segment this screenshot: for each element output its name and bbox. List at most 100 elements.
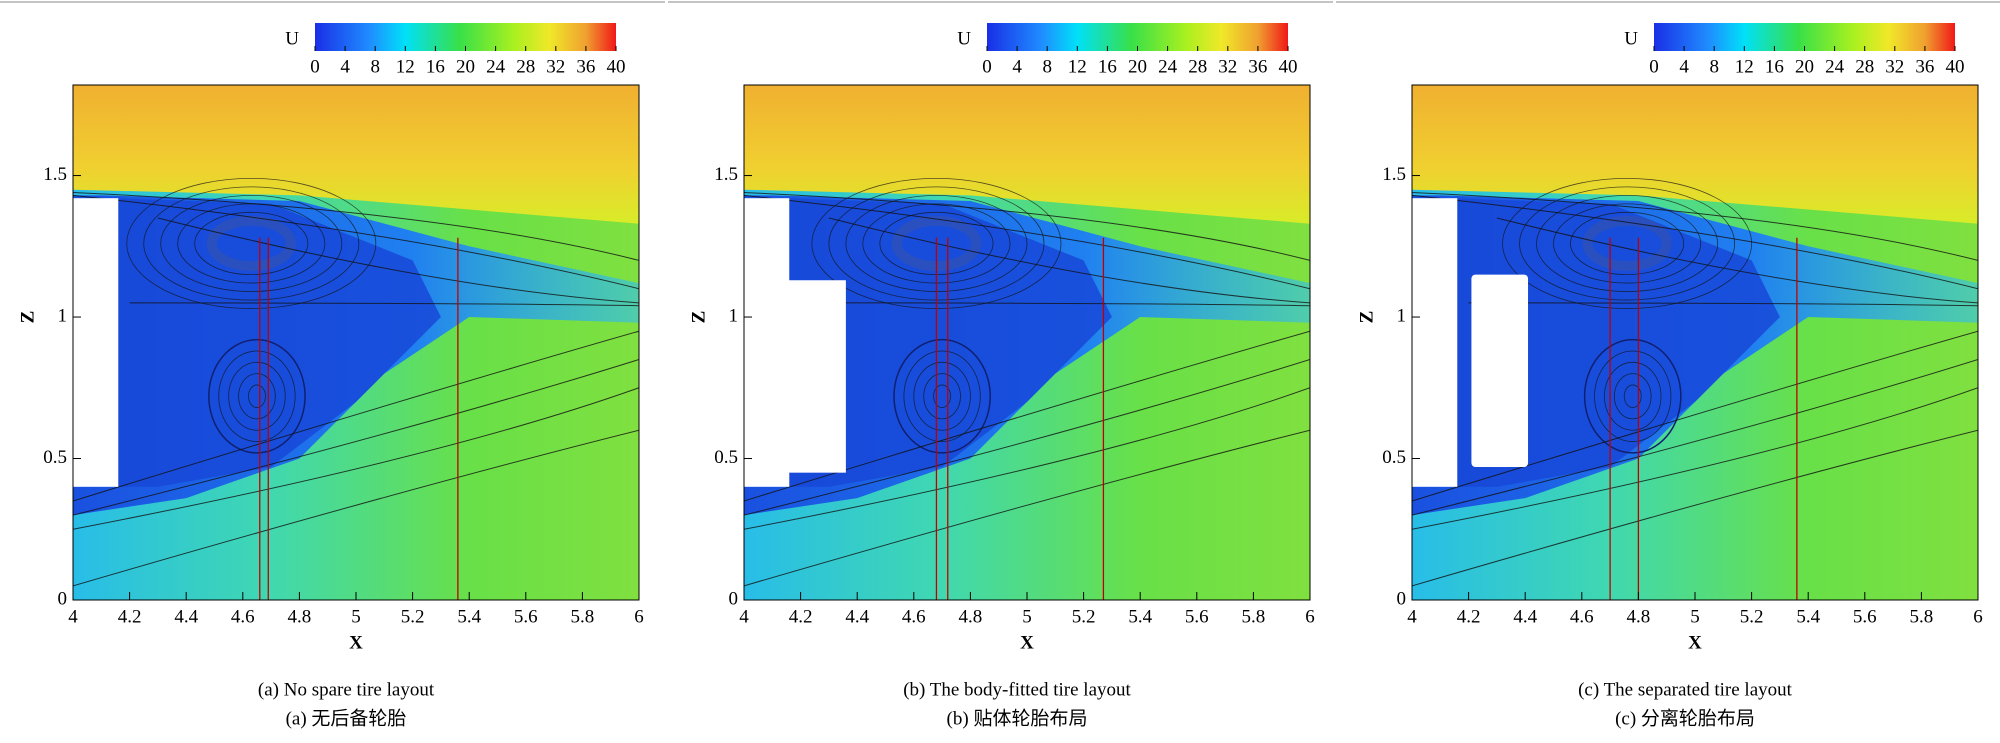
streamline — [1412, 192, 1978, 261]
x-tick-label: 5.2 — [1740, 606, 1764, 627]
streamline — [73, 194, 639, 290]
streamline — [1519, 186, 1736, 301]
colorbar-tick-label: 20 — [1795, 56, 1814, 77]
streamline — [1496, 217, 1978, 304]
streamline — [73, 359, 639, 516]
colorbar-tick-label: 32 — [1218, 56, 1237, 77]
caption: (b) The body-fitted tire layout — [903, 679, 1131, 700]
y-tick-label: 0.5 — [1382, 447, 1406, 468]
caption-chinese: (c) 分离轮胎布局 — [1615, 707, 1755, 729]
colorbar-label: U — [285, 28, 299, 49]
y-axis-label: Z — [1356, 311, 1377, 324]
streamline — [73, 429, 639, 587]
streamline — [129, 302, 639, 307]
x-tick-label: 5.4 — [457, 606, 481, 627]
y-tick-label: 0 — [729, 588, 739, 609]
y-tick-label: 0 — [1397, 588, 1407, 609]
x-tick-label: 5.6 — [514, 606, 538, 627]
y-tick-label: 1 — [729, 305, 739, 326]
colorbar-tick-label: 12 — [1068, 56, 1087, 77]
streamline — [1412, 359, 1978, 516]
colorbar-tick-label: 16 — [1098, 56, 1117, 77]
streamline — [73, 330, 639, 502]
streamline — [238, 373, 276, 420]
x-tick-label: 5.6 — [1185, 606, 1209, 627]
streamline — [1468, 302, 1978, 307]
x-tick-label: 4 — [1407, 606, 1417, 627]
streamline — [177, 203, 326, 284]
colorbar-tick-label: 28 — [516, 56, 535, 77]
x-tick-label: 4.4 — [845, 606, 869, 627]
streamline — [800, 302, 1310, 307]
colorbar-tick-label: 0 — [310, 56, 320, 77]
colorbar-tick-label: 36 — [1915, 56, 1934, 77]
colorbar-tick-label: 0 — [1649, 56, 1659, 77]
x-tick-label: 4.4 — [174, 606, 198, 627]
streamline — [160, 194, 343, 292]
x-axis-label: X — [1020, 632, 1034, 653]
streamline — [1553, 203, 1702, 284]
streamline — [913, 361, 971, 431]
streamline — [1536, 194, 1719, 292]
free-stream-region — [73, 85, 639, 224]
x-tick-label: 5 — [1690, 606, 1700, 627]
spare-tire — [744, 280, 846, 473]
x-tick-label: 4.6 — [1570, 606, 1594, 627]
free-stream-region — [1412, 85, 1978, 224]
colorbar-tick-label: 40 — [1279, 56, 1298, 77]
colorbar-tick-label: 20 — [456, 56, 475, 77]
caption: (c) The separated tire layout — [1578, 679, 1793, 700]
lower-vortex — [893, 338, 991, 454]
colorbar-tick-label: 4 — [1012, 56, 1022, 77]
streamline — [1412, 194, 1978, 290]
streamline — [1604, 361, 1662, 431]
streamline — [744, 194, 1310, 290]
y-tick-label: 1.5 — [43, 164, 67, 185]
x-tick-label: 4.6 — [902, 606, 926, 627]
streamline — [157, 217, 639, 304]
streamline — [828, 217, 1310, 304]
x-tick-label: 6 — [634, 606, 644, 627]
y-tick-label: 1.5 — [1382, 164, 1406, 185]
colorbar-tick-label: 8 — [1042, 56, 1052, 77]
streamline — [73, 192, 639, 261]
x-tick-label: 6 — [1973, 606, 1983, 627]
streamline — [744, 192, 1310, 261]
y-tick-label: 0.5 — [714, 447, 738, 468]
streamline — [194, 211, 309, 275]
streamline — [903, 350, 981, 442]
streamline — [1570, 211, 1685, 275]
upper-vortex — [206, 215, 296, 272]
y-tick-label: 0.5 — [43, 447, 67, 468]
x-tick-label: 5.4 — [1128, 606, 1152, 627]
colorbar-tick-label: 24 — [1825, 56, 1845, 77]
colorbar-tick-label: 36 — [576, 56, 595, 77]
x-tick-label: 5.8 — [571, 606, 595, 627]
lower-vortex — [1583, 338, 1682, 454]
x-tick-label: 4.8 — [288, 606, 312, 627]
caption-chinese: (a) 无后备轮胎 — [286, 707, 407, 729]
streamline — [744, 359, 1310, 516]
streamline — [923, 373, 961, 420]
colorbar-label: U — [957, 28, 971, 49]
streamline — [1412, 330, 1978, 502]
x-tick-label: 6 — [1305, 606, 1315, 627]
colorbar-tick-label: 24 — [1158, 56, 1178, 77]
y-tick-label: 1 — [58, 305, 68, 326]
x-axis-label: X — [349, 632, 363, 653]
streamline — [744, 429, 1310, 587]
x-tick-label: 4.2 — [118, 606, 142, 627]
y-tick-label: 0 — [58, 588, 68, 609]
x-tick-label: 5.4 — [1796, 606, 1820, 627]
vehicle-body — [73, 198, 119, 487]
colorbar-tick-label: 12 — [1735, 56, 1754, 77]
streamline — [1412, 429, 1978, 587]
streamline — [73, 387, 639, 530]
colorbar-tick-label: 4 — [340, 56, 350, 77]
vehicle-body — [1412, 198, 1458, 487]
streamline — [143, 186, 360, 301]
streamline — [1594, 350, 1672, 442]
streamline — [1623, 384, 1642, 408]
x-tick-label: 4.2 — [789, 606, 813, 627]
upper-vortex — [1582, 215, 1672, 272]
